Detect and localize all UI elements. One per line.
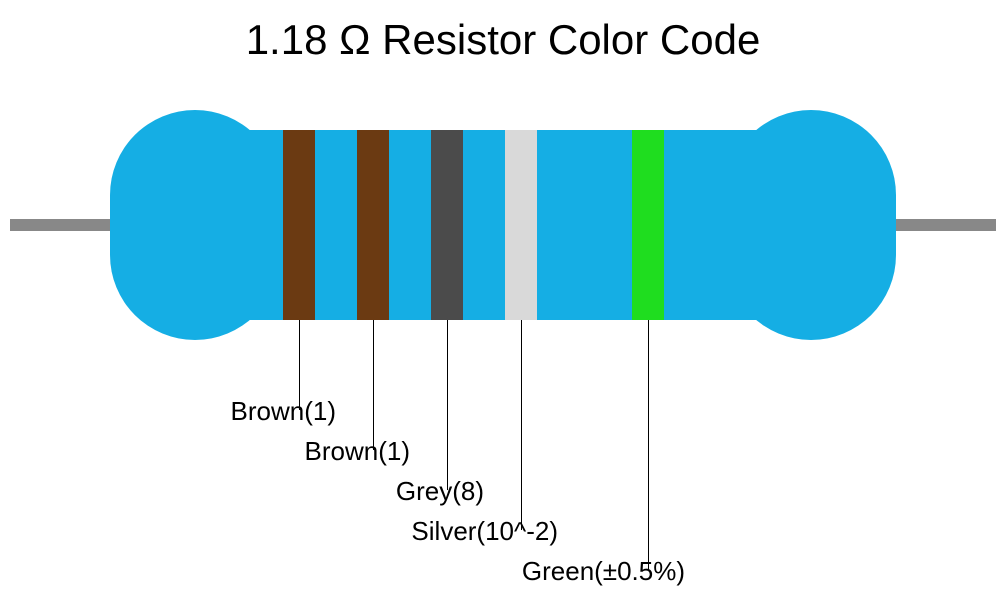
- band-3: [431, 130, 463, 320]
- callout-line-3: [447, 320, 448, 490]
- resistor-diagram: [0, 95, 1006, 355]
- callout-line-2: [373, 320, 374, 450]
- callout-label-2: Brown(1): [0, 436, 410, 467]
- callout-label-5: Green(±0.5%): [0, 556, 685, 587]
- callout-line-4: [521, 320, 522, 530]
- callout-label-1: Brown(1): [0, 396, 336, 427]
- callout-line-5: [648, 320, 649, 570]
- callout-label-4: Silver(10^-2): [0, 516, 558, 547]
- callout-label-3: Grey(8): [0, 476, 484, 507]
- diagram-title: 1.18 Ω Resistor Color Code: [0, 16, 1006, 64]
- band-5: [632, 130, 664, 320]
- band-1: [283, 130, 315, 320]
- band-4: [505, 130, 537, 320]
- band-2: [357, 130, 389, 320]
